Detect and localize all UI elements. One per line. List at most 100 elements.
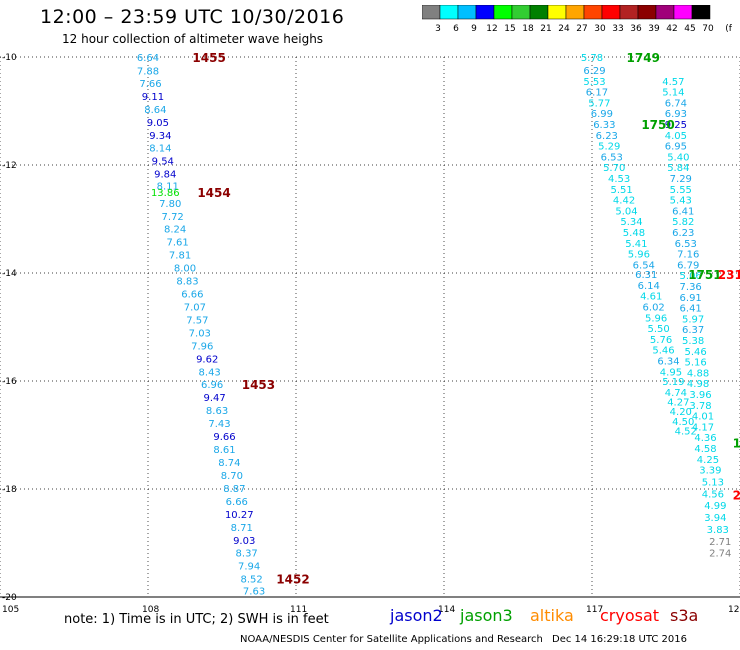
wave-height-point: 5.70 <box>603 163 625 174</box>
pass-time-label: 17 <box>733 437 740 451</box>
wave-height-point: 7.43 <box>208 419 230 430</box>
wave-height-point: 5.29 <box>598 142 620 153</box>
wave-height-point: 6.53 <box>675 239 697 250</box>
wave-height-point: 7.57 <box>186 315 208 326</box>
wave-height-point: 4.52 <box>675 427 697 438</box>
wave-height-point: 8.74 <box>218 458 240 469</box>
wave-height-point: 5.04 <box>615 206 637 217</box>
x-tick-label: 114 <box>438 605 455 615</box>
wave-height-point: 6.96 <box>201 380 223 391</box>
wave-height-point: 13.86 <box>151 188 180 199</box>
wave-height-point: 9.34 <box>149 131 171 142</box>
footer-credit: NOAA/NESDIS Center for Satellite Applica… <box>240 634 543 645</box>
y-tick-label: -18 <box>2 485 17 495</box>
wave-height-point: 9.62 <box>196 354 218 365</box>
wave-height-point: 6.41 <box>672 206 694 217</box>
colorbar-label: 24 <box>558 24 570 34</box>
colorbar-label: 33 <box>612 24 623 34</box>
wave-height-point: 6.29 <box>583 66 605 77</box>
wave-height-point: 4.61 <box>640 292 662 303</box>
wave-height-point: 8.70 <box>221 471 243 482</box>
wave-height-point: 6.23 <box>672 228 694 239</box>
wave-height-point: 5.46 <box>652 346 674 357</box>
wave-height-point: 4.05 <box>665 131 687 142</box>
wave-height-point: 6.91 <box>680 293 702 304</box>
wave-height-point: 7.07 <box>184 302 206 313</box>
x-tick-label: 120 <box>728 605 740 615</box>
wave-height-point: 8.87 <box>223 484 245 495</box>
wave-height-point: 4.17 <box>692 422 714 433</box>
wave-height-point: 4.99 <box>704 501 726 512</box>
wave-height-point: 4.50 <box>672 417 694 428</box>
colorbar-label: 70 <box>702 24 714 34</box>
wave-height-point: 5.43 <box>670 196 692 207</box>
chart-title: 12:00 – 23:59 UTC 10/30/2016 <box>40 6 345 28</box>
wave-height-point: 9.05 <box>147 118 169 129</box>
wave-height-point: 9.11 <box>142 92 164 103</box>
x-tick-label: 108 <box>142 605 159 615</box>
legend-cryosat: cryosat <box>600 606 660 625</box>
y-tick-label: -14 <box>2 269 17 279</box>
wave-height-point: 2.71 <box>709 537 731 548</box>
wave-height-point: 8.37 <box>236 549 258 560</box>
x-tick-label: 117 <box>586 605 603 615</box>
wave-height-point: 10.27 <box>225 510 254 521</box>
colorbar-label: 21 <box>540 24 551 34</box>
wave-height-point: 5.50 <box>647 324 669 335</box>
wave-height-point: 9.25 <box>665 120 687 131</box>
footer-timestamp: Dec 14 16:29:18 UTC 2016 <box>552 634 687 645</box>
wave-height-point: 7.81 <box>169 251 191 262</box>
wave-height-point: 6.02 <box>643 302 665 313</box>
wave-height-point: 4.57 <box>662 77 684 88</box>
chart-subtitle: 12 hour collection of altimeter wave hei… <box>62 32 324 46</box>
wave-height-point: 4.95 <box>660 367 682 378</box>
wave-height-point: 5.13 <box>702 477 724 488</box>
colorbar-swatch <box>691 5 711 20</box>
wave-height-point: 5.16 <box>684 358 706 369</box>
wave-height-point: 8.64 <box>144 105 166 116</box>
wave-height-point: 7.88 <box>137 67 159 78</box>
wave-height-point: 5.34 <box>620 217 642 228</box>
wave-height-point: 5.55 <box>670 185 692 196</box>
colorbar-label: (ft) <box>725 24 732 34</box>
wave-height-point: 5.41 <box>625 239 647 250</box>
wave-height-point: 7.03 <box>189 328 211 339</box>
wave-height-point: 7.61 <box>166 238 188 249</box>
wave-height-point: 6.23 <box>596 131 618 142</box>
wave-height-point: 4.56 <box>702 489 724 500</box>
wave-height-point: 7.16 <box>677 250 699 261</box>
wave-height-point: 4.36 <box>694 433 716 444</box>
wave-height-point: 8.63 <box>206 406 228 417</box>
wave-height-point: 6.99 <box>591 109 613 120</box>
colorbar-label: 3 <box>435 24 441 34</box>
wave-height-point: 8.52 <box>240 575 262 586</box>
wave-height-point: 3.39 <box>699 466 721 477</box>
y-tick-label: -20 <box>2 593 17 603</box>
wave-height-point: 9.66 <box>213 432 235 443</box>
pass-time-label: 1453 <box>242 378 275 392</box>
wave-height-point: 7.80 <box>159 199 181 210</box>
wave-height-point: 4.53 <box>608 174 630 185</box>
wave-height-point: 9.03 <box>233 536 255 547</box>
colorbar-label: 15 <box>504 24 515 34</box>
wave-height-point: 9.47 <box>203 393 225 404</box>
pass-time-label: 1751 <box>688 268 721 282</box>
wave-height-point: 8.43 <box>199 367 221 378</box>
pass-time-label: 2 <box>733 488 740 502</box>
y-tick-label: -12 <box>2 161 17 171</box>
pass-time-label: 1454 <box>197 186 230 200</box>
y-tick-label: -16 <box>2 377 17 387</box>
wave-height-point: 5.97 <box>682 314 704 325</box>
wave-height-point: 6.66 <box>181 290 203 301</box>
colorbar-label: 42 <box>666 24 677 34</box>
colorbar-label: 27 <box>576 24 587 34</box>
wave-height-point: 3.96 <box>689 390 711 401</box>
wave-height-point: 8.61 <box>213 445 235 456</box>
wave-height-point: 4.25 <box>697 455 719 466</box>
wave-height-point: 3.78 <box>689 401 711 412</box>
wave-height-point: 7.96 <box>191 341 213 352</box>
pass-time-label: 1452 <box>276 573 309 587</box>
wave-height-point: 5.38 <box>682 336 704 347</box>
wave-height-point: 6.53 <box>601 152 623 163</box>
wave-height-point: 5.53 <box>583 77 605 88</box>
